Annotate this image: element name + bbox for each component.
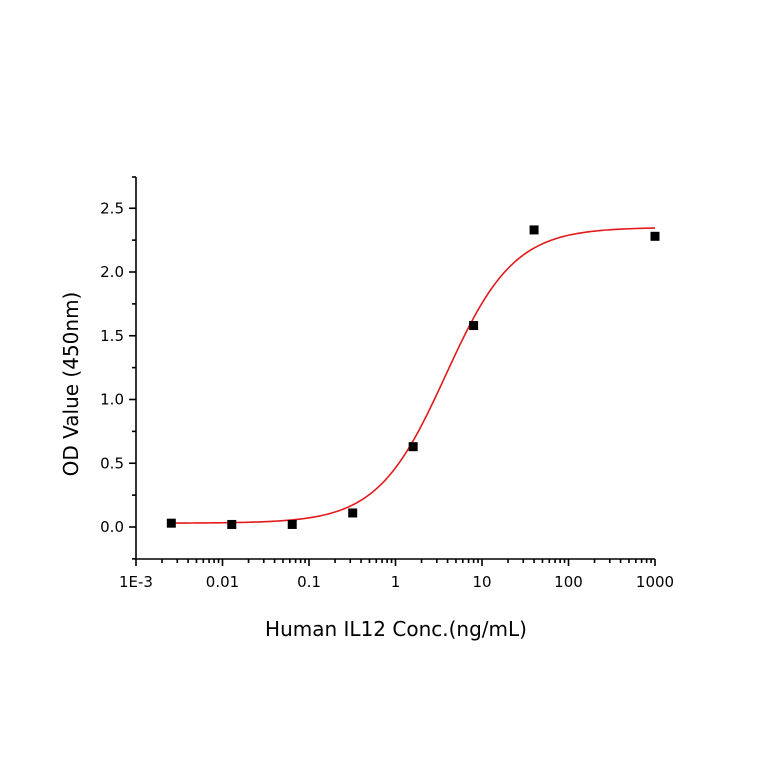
y-tick-label: 1.5 xyxy=(100,327,124,345)
x-tick-label: 1E-3 xyxy=(119,573,153,591)
y-tick-label: 0.0 xyxy=(100,518,124,536)
x-tick-label: 100 xyxy=(554,573,583,591)
x-tick-label: 1 xyxy=(391,573,401,591)
x-tick-label: 0.01 xyxy=(206,573,239,591)
x-tick-label: 0.1 xyxy=(297,573,321,591)
data-point-marker xyxy=(529,225,539,235)
data-point-marker xyxy=(166,518,176,528)
data-point-marker xyxy=(227,519,237,529)
y-tick-label: 2.0 xyxy=(100,263,124,281)
fit-curve-path xyxy=(171,227,656,524)
y-tick-label: 2.5 xyxy=(100,199,124,217)
y-tick-label: 0.5 xyxy=(100,454,124,472)
axes: 0.0 0.5 1.0 1.5 2.0 2.5 1E-3 0.01 0.1 1 10 100 1000 xyxy=(100,176,674,591)
data-point-marker xyxy=(348,508,358,518)
data-point-marker xyxy=(650,231,660,241)
x-tick-label: 10 xyxy=(472,573,491,591)
data-point-marker xyxy=(287,519,297,529)
y-axis-title: OD Value (450nm) xyxy=(59,292,83,477)
data-points xyxy=(166,225,660,529)
data-point-marker xyxy=(408,442,418,452)
y-tick-label: 1.0 xyxy=(100,391,124,409)
x-tick-label: 1000 xyxy=(636,573,674,591)
fit-curve xyxy=(171,227,656,524)
x-axis-title: Human IL12 Conc.(ng/mL) xyxy=(265,617,527,641)
data-point-marker xyxy=(469,321,479,331)
